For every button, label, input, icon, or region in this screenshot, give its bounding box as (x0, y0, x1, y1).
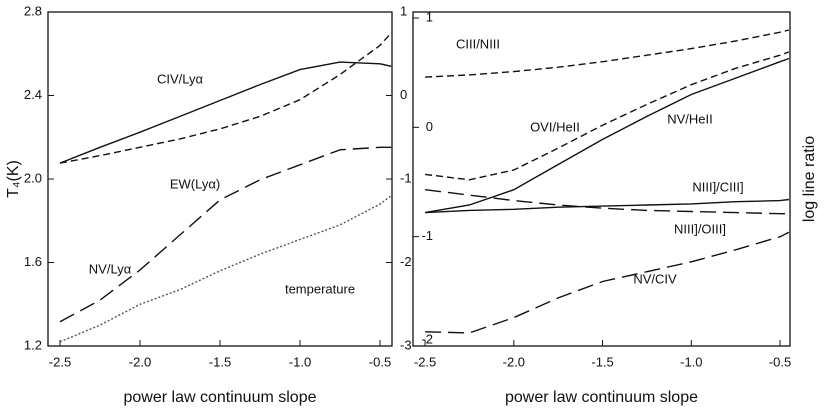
x-tick-label: -1.5 (591, 354, 613, 369)
series-label: NIII]/OIII] (674, 221, 726, 236)
y2-tick-label: -2 (400, 254, 412, 269)
y2-tick-label: -1 (400, 170, 412, 185)
y-tick-label: -2 (421, 331, 433, 346)
series-label: NV/HeII (667, 111, 713, 126)
x-axis-label: power law continuum slope (124, 389, 317, 406)
series-label: NV/CIV (633, 271, 677, 286)
y-tick-label: 1.2 (24, 337, 42, 352)
y-tick-label: 1 (426, 9, 433, 24)
series-label: NIII]/CIII] (692, 179, 743, 194)
x-tick-label: -2.0 (503, 354, 525, 369)
series-label: CIII/NIII (456, 36, 500, 51)
y-axis-label: T₄(K) (5, 160, 22, 198)
y-tick-label: 2.0 (24, 170, 42, 185)
series-label: NV/Lyα (89, 261, 132, 276)
x-tick-label: -2.5 (414, 354, 436, 369)
y-tick-label: 0 (426, 119, 433, 134)
x-tick-label: -2.0 (129, 354, 151, 369)
series-label: temperature (285, 281, 355, 296)
series-line (59, 195, 392, 343)
y-axis-label: log line ratio (801, 136, 818, 222)
x-tick-label: -1.0 (289, 354, 311, 369)
series-label: OVI/HeII (530, 119, 580, 134)
series-line (425, 189, 789, 215)
x-tick-label: -1.0 (680, 354, 702, 369)
series-line (424, 57, 790, 214)
y-tick-label: 1.6 (24, 254, 42, 269)
series-line (425, 51, 790, 181)
y2-tick-label: 0 (400, 87, 407, 102)
y-tick-label: -1 (421, 228, 433, 243)
series-line (59, 61, 392, 164)
series-line (425, 29, 790, 78)
y2-tick-label: 1 (400, 3, 407, 18)
x-tick-label: -2.5 (49, 354, 71, 369)
y2-tick-label: -3 (400, 337, 412, 352)
y-tick-label: 2.4 (24, 87, 42, 102)
x-tick-label: -1.5 (209, 354, 231, 369)
y-tick-label: 2.8 (24, 3, 42, 18)
series-line (425, 198, 789, 214)
series-line (59, 146, 392, 323)
x-tick-label: -0.5 (369, 354, 391, 369)
series-line (59, 32, 392, 164)
plot-frame (412, 11, 791, 347)
series-line (425, 231, 790, 334)
x-tick-label: -0.5 (769, 354, 791, 369)
series-label: EW(Lyα) (170, 176, 220, 191)
series-label: CIV/Lyα (157, 71, 204, 86)
x-axis-label: power law continuum slope (505, 389, 698, 406)
